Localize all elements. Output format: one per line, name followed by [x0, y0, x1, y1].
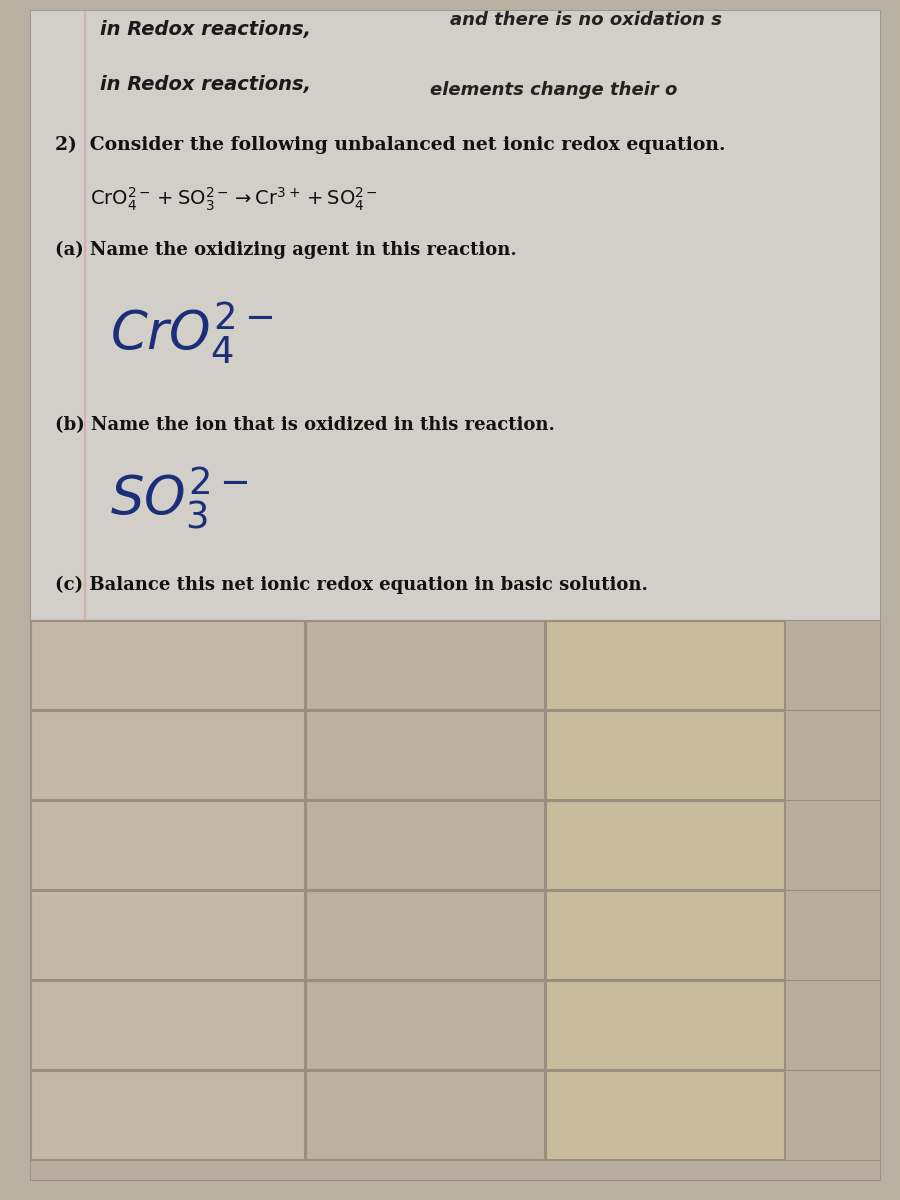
Bar: [31, 802, 304, 889]
Bar: [546, 622, 784, 709]
Bar: [306, 710, 544, 799]
Text: $\mathit{SO_3^{2-}}$: $\mathit{SO_3^{2-}}$: [110, 464, 248, 532]
Bar: [31, 622, 304, 709]
Bar: [546, 982, 784, 1069]
Text: (b) Name the ion that is oxidized in this reaction.: (b) Name the ion that is oxidized in thi…: [55, 416, 555, 434]
Bar: [306, 1070, 544, 1159]
Text: (c) Balance this net ionic redox equation in basic solution.: (c) Balance this net ionic redox equatio…: [55, 576, 648, 594]
Text: (a) Name the oxidizing agent in this reaction.: (a) Name the oxidizing agent in this rea…: [55, 241, 517, 259]
Text: in Redox reactions,: in Redox reactions,: [100, 74, 311, 94]
Bar: [306, 890, 544, 979]
Bar: [31, 890, 304, 979]
Text: elements change their o: elements change their o: [430, 80, 678, 98]
Bar: [546, 890, 784, 979]
Bar: [30, 620, 880, 1180]
Bar: [31, 710, 304, 799]
Bar: [306, 802, 544, 889]
Bar: [306, 982, 544, 1069]
Text: $\mathrm{CrO_4^{2-} + SO_3^{2-} \rightarrow Cr^{3+} + SO_4^{2-}}$: $\mathrm{CrO_4^{2-} + SO_3^{2-} \rightar…: [90, 185, 378, 212]
Bar: [546, 1070, 784, 1159]
Text: in Redox reactions,: in Redox reactions,: [100, 20, 311, 38]
Bar: [546, 802, 784, 889]
Text: and there is no oxidation s: and there is no oxidation s: [450, 11, 722, 29]
Text: $\mathit{CrO_4^{2-}}$: $\mathit{CrO_4^{2-}}$: [110, 300, 274, 366]
Bar: [546, 710, 784, 799]
Bar: [31, 982, 304, 1069]
Bar: [31, 1070, 304, 1159]
Bar: [306, 622, 544, 709]
Bar: [30, 10, 880, 620]
Text: 2)  Consider the following unbalanced net ionic redox equation.: 2) Consider the following unbalanced net…: [55, 136, 725, 154]
